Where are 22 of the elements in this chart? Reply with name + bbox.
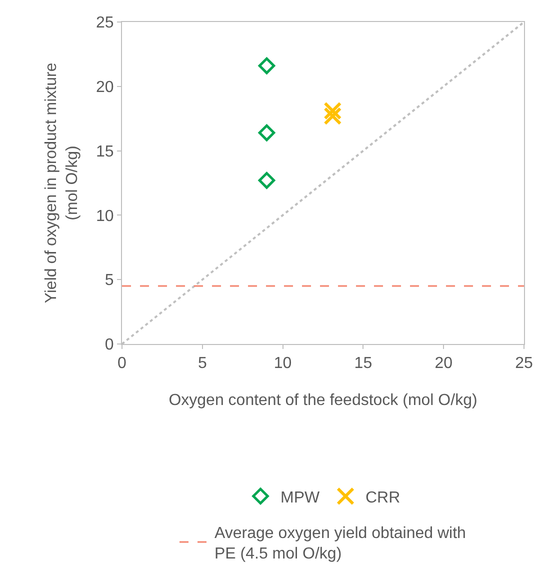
point [258, 172, 276, 189]
x-tick-label: 15 [354, 355, 372, 372]
y-tick-label: 20 [96, 79, 114, 96]
point [324, 107, 342, 126]
y-tick-label: 5 [104, 272, 114, 290]
x-tick-label: 20 [434, 355, 453, 372]
x-axis-title: Oxygen content of the feedstock (mol O/kg) [168, 392, 478, 409]
point [258, 124, 276, 142]
legend-label: CRR [366, 489, 400, 506]
y-tick-label: 15 [96, 143, 114, 160]
x-tick-label: 10 [274, 355, 292, 372]
x-tick-label: 25 [515, 355, 533, 372]
point [258, 57, 276, 74]
point [324, 102, 342, 120]
legend-label: Average oxygen yield obtained with PE (4.5 mol O/kg) [214, 524, 466, 563]
y-tick-label: 10 [96, 208, 114, 225]
x-tick-label: 5 [198, 355, 207, 372]
y-tick-label: 0 [104, 336, 114, 354]
y-tick-label: 25 [96, 14, 114, 32]
x-tick-label: 0 [118, 355, 127, 372]
legend-label: MPW [280, 489, 320, 506]
y-axis-title: Yield of oxygen in product mixture (mol O/kg) [43, 62, 81, 304]
